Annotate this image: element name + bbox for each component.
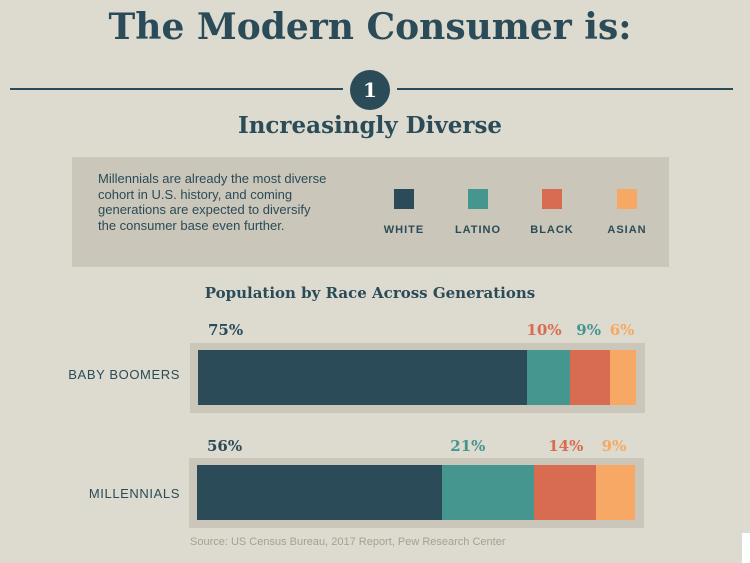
bar-segment-white xyxy=(198,350,527,405)
bar-segment-latino xyxy=(442,465,535,520)
bar-segment-white xyxy=(197,465,443,520)
legend-swatch xyxy=(617,189,637,209)
section-subtitle: Increasingly Diverse xyxy=(237,112,503,139)
row-label-baby-boomers: BABY BOOMERS xyxy=(68,367,180,382)
legend-item-black: BLACK xyxy=(512,189,592,236)
corner-patch xyxy=(742,533,750,563)
info-description: Millennials are already the most diverse… xyxy=(98,171,327,233)
legend-label: ASIAN xyxy=(607,224,647,236)
info-box: Millennials are already the most diverse… xyxy=(72,157,669,267)
data-label-latino: 10% xyxy=(526,321,562,339)
legend-item-latino: LATINO xyxy=(438,189,518,236)
chart-title: Population by Race Across Generations xyxy=(204,284,536,302)
legend-label: BLACK xyxy=(530,224,574,236)
legend-label: WHITE xyxy=(383,224,425,236)
data-label-latino: 21% xyxy=(450,437,486,455)
bar-segment-asian xyxy=(609,350,636,405)
page-title: The Modern Consumer is: xyxy=(108,6,632,48)
divider-right xyxy=(397,88,733,90)
legend-swatch xyxy=(468,189,488,209)
divider-left xyxy=(10,88,343,90)
bar-segment-black xyxy=(534,465,596,520)
legend-label: LATINO xyxy=(454,224,502,236)
legend-swatch xyxy=(394,189,414,209)
data-label-black: 9% xyxy=(576,321,601,339)
data-label-asian: 6% xyxy=(609,321,635,339)
bar-segment-asian xyxy=(595,465,635,520)
bar-segment-black xyxy=(570,350,610,405)
data-label-black: 14% xyxy=(548,437,584,455)
row-label-millennials: MILLENNIALS xyxy=(88,486,180,501)
data-label-white: 56% xyxy=(207,437,243,455)
data-label-asian: 9% xyxy=(601,437,627,455)
legend-item-asian: ASIAN xyxy=(587,189,667,236)
legend-item-white: WHITE xyxy=(364,189,444,236)
data-label-white: 75% xyxy=(208,321,244,339)
bar-segment-latino xyxy=(526,350,571,405)
section-number-badge: 1 xyxy=(350,70,390,110)
legend-swatch xyxy=(542,189,562,209)
source-note: Source: US Census Bureau, 2017 Report, P… xyxy=(190,536,506,548)
